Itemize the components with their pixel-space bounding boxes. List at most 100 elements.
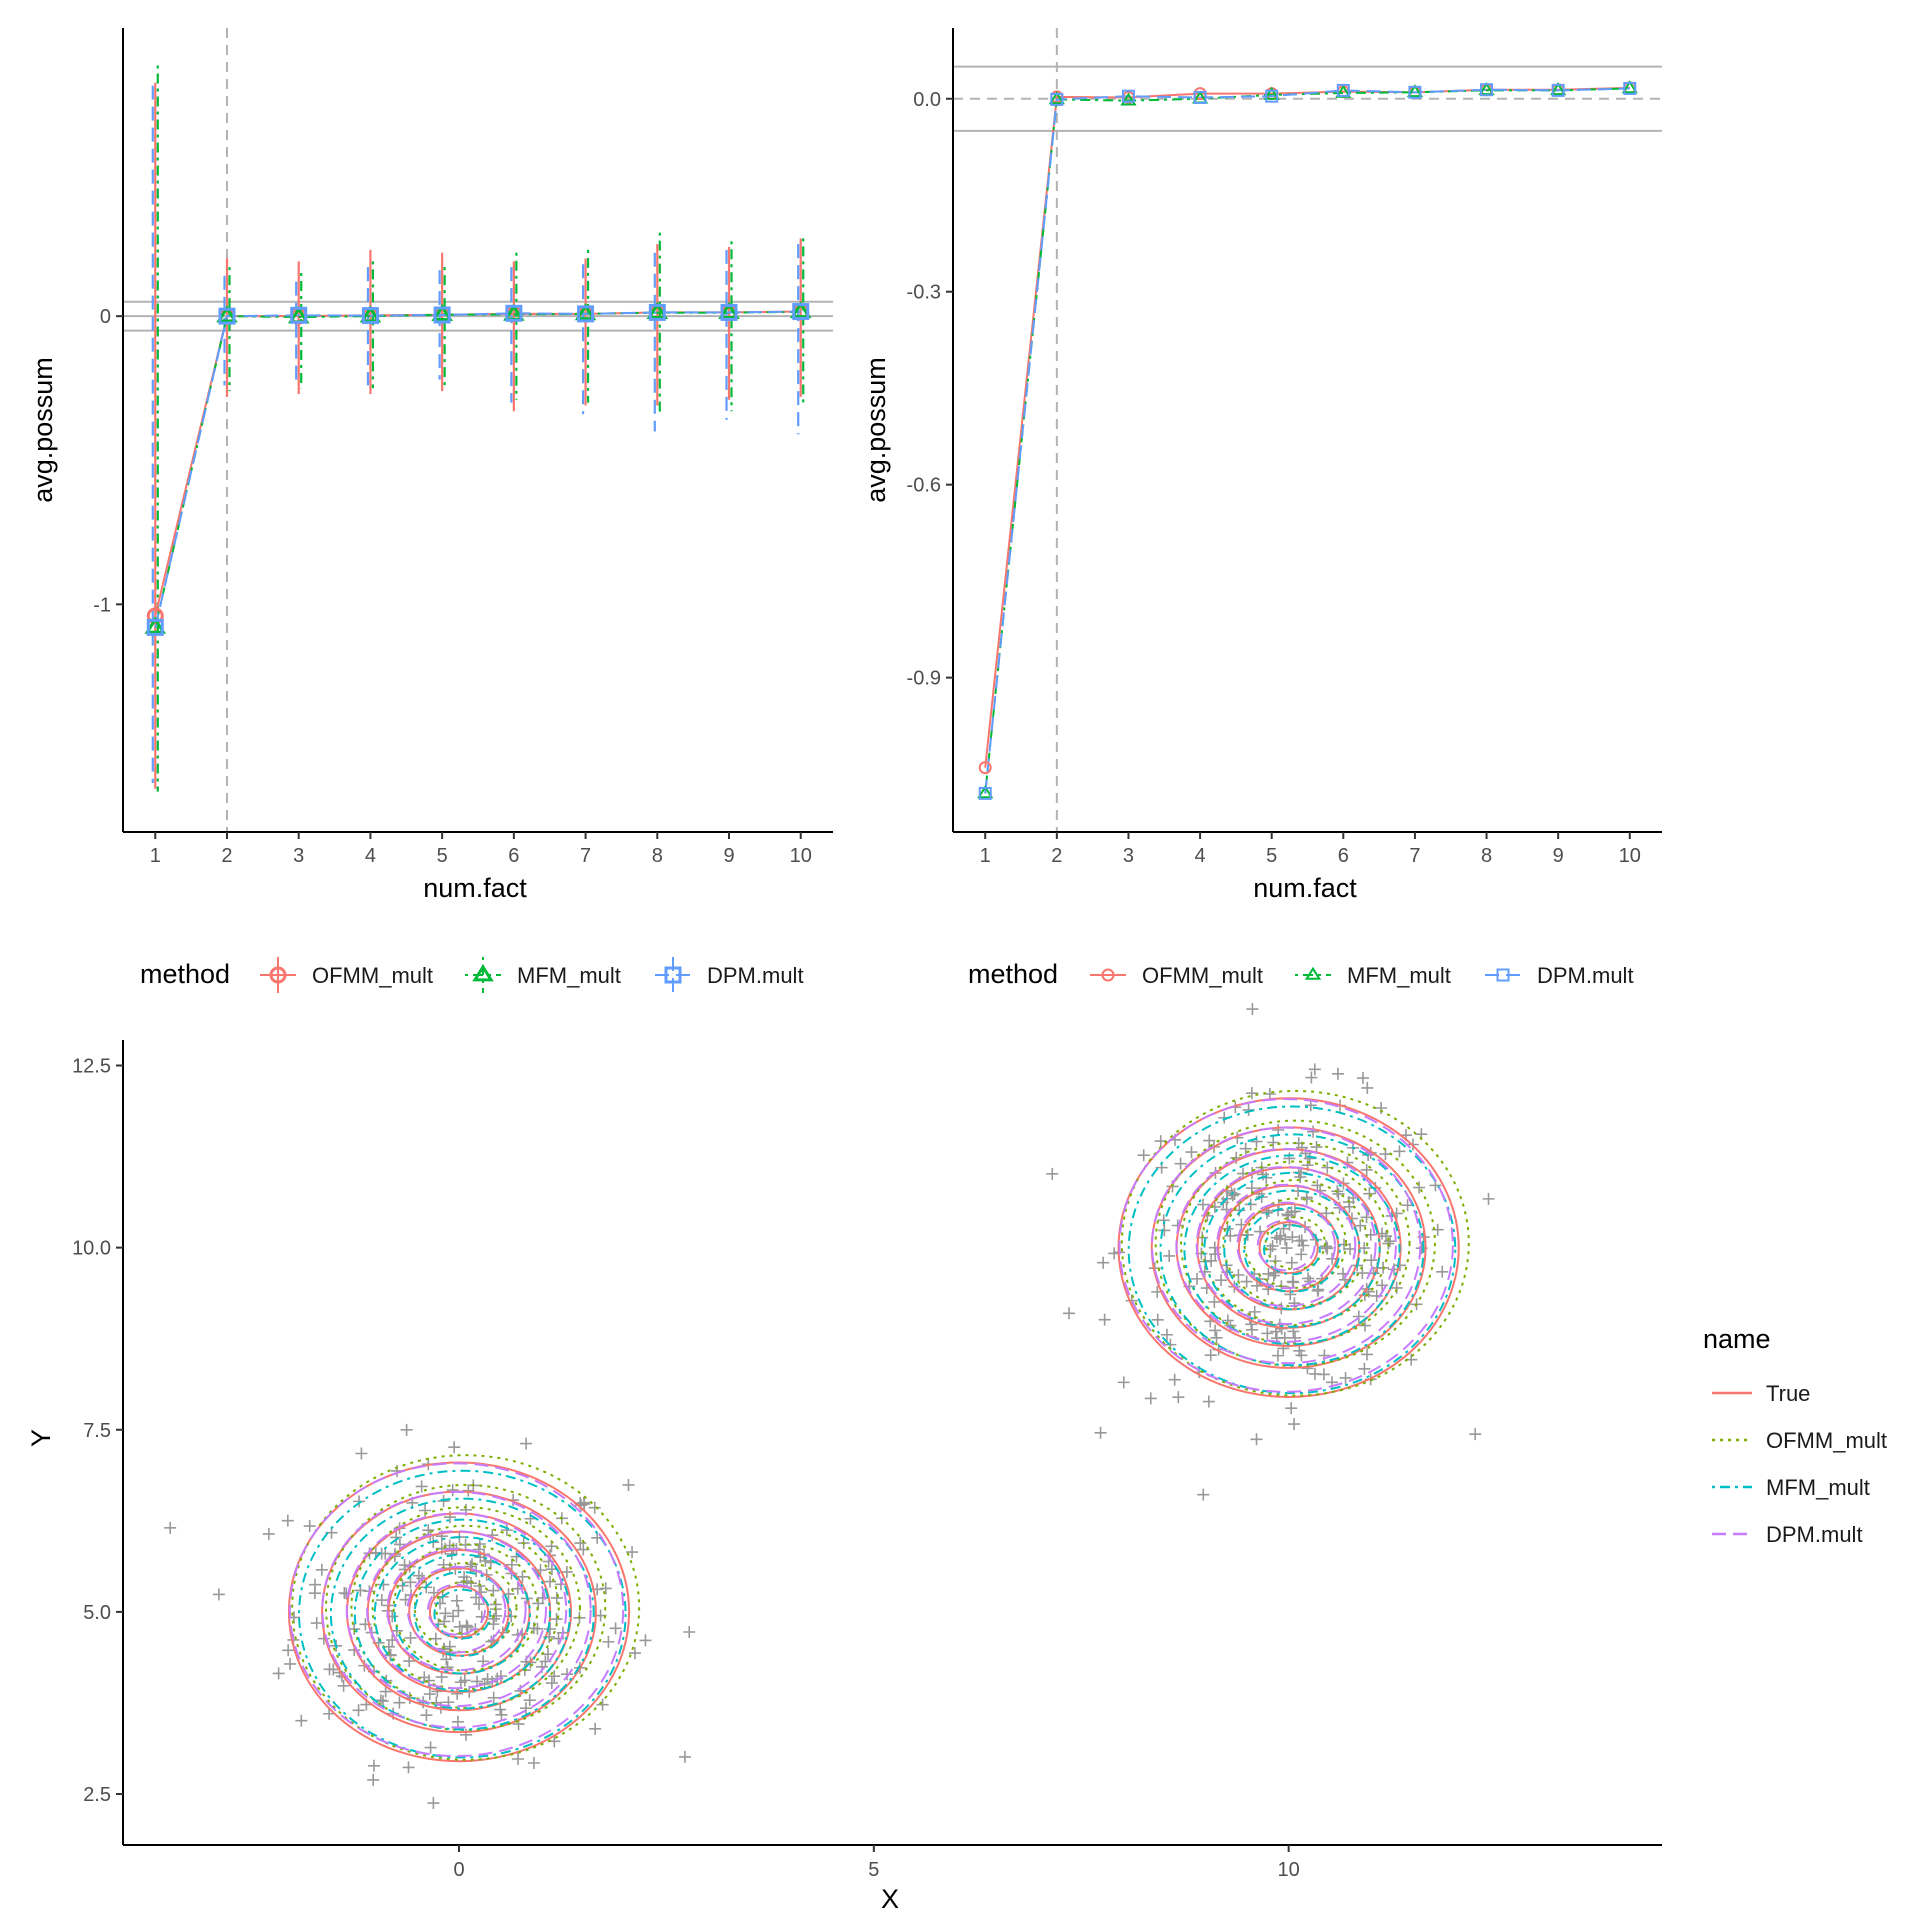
- x-tick-label: 3: [293, 845, 304, 867]
- x-tick-label: 10: [790, 845, 812, 867]
- y-tick-label: -0.9: [907, 668, 941, 690]
- sample-point: [1168, 1373, 1181, 1386]
- sample-point: [1376, 1279, 1389, 1292]
- y-tick-label: 5.0: [83, 1602, 111, 1624]
- sample-point: [1393, 1145, 1406, 1158]
- series-line: [154, 310, 801, 628]
- sample-point: [1202, 1395, 1215, 1408]
- x-tick-label: 4: [365, 845, 376, 867]
- legend-key-marker: [1496, 968, 1510, 982]
- x-tick-label: 9: [723, 845, 734, 867]
- sample-point: [424, 1741, 437, 1754]
- sample-point: [1245, 1323, 1258, 1336]
- sample-point: [678, 1750, 691, 1763]
- sample-point: [495, 1708, 508, 1721]
- contour-ofmm_mult: [1243, 1197, 1348, 1289]
- legend-title: name: [1703, 1324, 1771, 1354]
- density-contours: [287, 1089, 1470, 1763]
- sample-point: [447, 1610, 460, 1623]
- series-lines: [154, 310, 801, 628]
- sample-point: [420, 1709, 433, 1722]
- x-tick-label: 1: [150, 845, 161, 867]
- contour-mfm_mult: [433, 1588, 492, 1640]
- y-tick-label: -0.6: [907, 475, 941, 497]
- data-point: [218, 307, 236, 325]
- panel-right-chart: 1 2 3 4 5 6 7 8 9 10 -0.9 -0.6 -0.3 0.0 num.fact avg.…: [861, 28, 1662, 989]
- sample-point: [437, 1495, 450, 1508]
- sample-point: [1293, 1344, 1306, 1357]
- sample-point: [527, 1757, 540, 1770]
- sample-point: [1295, 1234, 1308, 1247]
- contour-true: [1258, 1221, 1319, 1275]
- sample-point: [393, 1538, 406, 1551]
- contour-dpm-mult: [1175, 1148, 1397, 1343]
- sample-point: [500, 1524, 513, 1537]
- sample-point: [1269, 1255, 1282, 1267]
- series-line: [154, 310, 801, 628]
- sample-point: [1174, 1157, 1187, 1170]
- sample-point: [440, 1653, 453, 1666]
- legend-label: MFM_mult: [1347, 963, 1451, 988]
- data-point: [144, 616, 167, 634]
- sample-point: [1185, 1146, 1198, 1159]
- x-tick-label: 9: [1553, 845, 1564, 867]
- sample-point: [1310, 1141, 1323, 1154]
- y-axis-title: avg.possum: [861, 357, 891, 503]
- x-tick-label: 5: [868, 1859, 879, 1881]
- x-tick-label: 8: [652, 845, 663, 867]
- legend-title: method: [140, 959, 230, 989]
- series-markers: [144, 300, 812, 636]
- sample-point: [340, 1587, 353, 1600]
- sample-point: [545, 1677, 558, 1690]
- contour-ofmm_mult: [371, 1524, 560, 1691]
- sample-point: [1436, 1265, 1449, 1278]
- sample-point: [393, 1696, 406, 1709]
- data-point: [216, 305, 238, 323]
- x-axis-title: num.fact: [1253, 873, 1357, 903]
- sample-point: [542, 1648, 555, 1661]
- contour-true: [1237, 1202, 1340, 1293]
- sample-point: [1401, 1199, 1414, 1212]
- sample-point: [323, 1707, 336, 1720]
- series-line: [154, 310, 801, 617]
- contour-mfm_mult: [353, 1518, 571, 1710]
- sample-point: [1261, 1327, 1274, 1340]
- sample-point: [1094, 1426, 1107, 1439]
- sample-point: [367, 1759, 380, 1772]
- sample-point: [639, 1634, 652, 1647]
- axes: 0 5 10 2.5 5.0 7.5 10.0 12.5: [72, 1040, 1662, 1881]
- sample-point: [1172, 1391, 1185, 1404]
- sample-point: [472, 1543, 485, 1556]
- data-point: [646, 301, 669, 320]
- series-line: [984, 86, 1630, 768]
- sample-point: [1154, 1135, 1167, 1148]
- y-tick-label: 0.0: [913, 89, 941, 111]
- data-point: [1406, 84, 1424, 98]
- sample-point: [464, 1560, 477, 1573]
- sample-point: [1204, 1349, 1217, 1362]
- sample-point: [367, 1773, 380, 1786]
- legend-title: method: [968, 959, 1058, 989]
- sample-point: [1482, 1192, 1495, 1205]
- sample-point: [1244, 1198, 1257, 1211]
- x-tick-label: 1: [980, 845, 991, 867]
- sample-point: [1248, 1305, 1261, 1318]
- sample-points: [164, 1003, 1495, 1810]
- sample-point: [459, 1728, 472, 1741]
- data-point: [1623, 81, 1637, 95]
- sample-point: [1360, 1163, 1373, 1176]
- sample-point: [295, 1714, 308, 1727]
- interval-bars: [151, 65, 805, 792]
- sample-point: [1354, 1219, 1367, 1232]
- sample-point: [1311, 1179, 1324, 1192]
- sample-point: [423, 1688, 436, 1701]
- y-tick-label: -1: [93, 594, 111, 616]
- sample-point: [1046, 1167, 1059, 1180]
- contour-mfm_mult: [1263, 1224, 1321, 1276]
- sample-point: [1363, 1187, 1376, 1200]
- data-point: [648, 303, 666, 321]
- data-point: [720, 303, 738, 321]
- legend-label: True: [1766, 1381, 1810, 1406]
- sample-point: [1285, 1402, 1298, 1415]
- sample-point: [448, 1441, 461, 1454]
